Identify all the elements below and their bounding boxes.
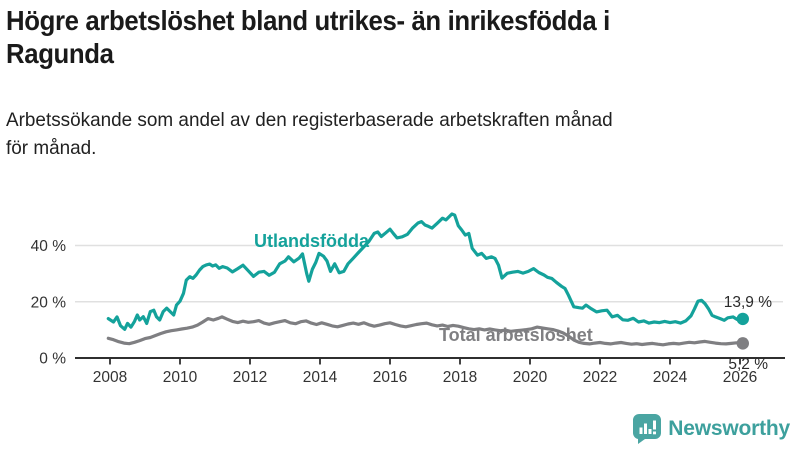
chart-subtitle: Arbetssökande som andel av den registerb…: [6, 106, 800, 162]
x-tick-label: 2016: [373, 369, 407, 386]
chart-subtitle-line-1: Arbetssökande som andel av den registerb…: [6, 109, 613, 131]
newsworthy-logo-text: Newsworthy: [668, 417, 790, 440]
y-tick-label: 40 %: [31, 238, 67, 255]
x-tick-label: 2010: [163, 369, 198, 386]
y-tick-label: 20 %: [31, 294, 67, 311]
x-tick-label: 2014: [303, 369, 338, 386]
end-value-label-total: 5,2 %: [728, 356, 768, 373]
series-line-utlandsfodda: [106, 212, 745, 331]
series-label-utlandsfodda: Utlandsfödda: [254, 231, 370, 251]
series-label-total-arbetsloshet: Total arbetslöshet: [439, 325, 593, 345]
newsworthy-logo[interactable]: Newsworthy: [633, 414, 790, 444]
page-title-line-2: Ragunda: [6, 38, 114, 69]
page-title-line-1: Högre arbetslöshet bland utrikes- än inr…: [6, 5, 610, 36]
chart-subtitle-line-2: för månad.: [6, 137, 97, 159]
x-tick-label: 2020: [513, 369, 548, 386]
y-tick-label: 0 %: [39, 351, 66, 368]
bar-chart-speech-bubble-icon: [633, 414, 662, 444]
series-end-dot-utlandsfodda: [736, 312, 749, 326]
x-tick-label: 2024: [653, 369, 688, 386]
end-value-label-utlandsfodda: 13,9 %: [724, 294, 772, 311]
x-tick-label: 2022: [583, 369, 617, 386]
x-tick-label: 2008: [93, 369, 127, 386]
x-tick-label: 2012: [233, 369, 267, 386]
page-title: Högre arbetslöshet bland utrikes- än inr…: [6, 4, 760, 70]
series-line-total: [106, 315, 745, 347]
x-tick-label: 2018: [443, 369, 477, 386]
chart-plot-area: 2008 2010 2012 2014 2016 2018 2020 2022 2024 2026…: [31, 212, 785, 386]
series-end-dot-total: [736, 337, 749, 350]
x-tick-label: 2026: [723, 369, 757, 386]
